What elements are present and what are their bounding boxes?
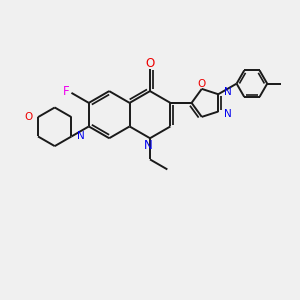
Text: N: N — [144, 139, 153, 152]
Text: O: O — [198, 79, 206, 88]
Text: O: O — [25, 112, 33, 122]
Text: N: N — [224, 87, 232, 97]
Text: N: N — [77, 131, 85, 142]
Text: F: F — [62, 85, 69, 98]
Text: O: O — [146, 57, 154, 70]
Text: N: N — [224, 109, 232, 119]
